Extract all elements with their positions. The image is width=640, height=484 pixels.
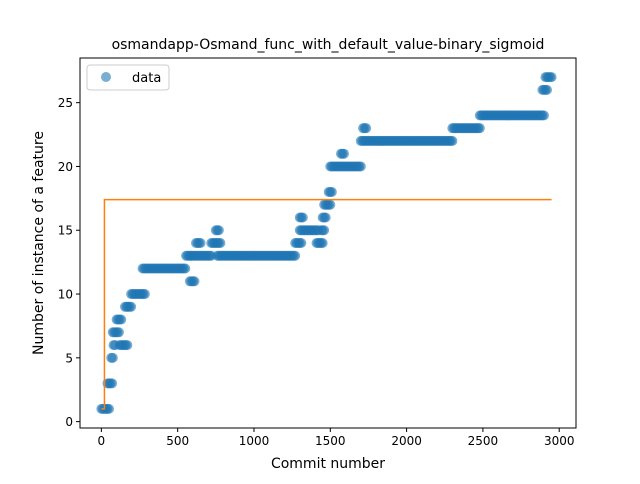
y-axis-label: Number of instance of a feature [31,131,47,355]
x-tick-label: 500 [166,434,189,448]
x-tick-label: 1000 [239,434,270,448]
data-point [195,238,206,248]
data-point [326,186,337,197]
data-point [113,327,124,338]
data-point [213,225,224,236]
data-point [325,199,336,210]
data-point [361,123,372,134]
data-point [542,84,552,95]
data-point [546,72,557,83]
data-point [317,238,328,248]
data-point [297,212,308,223]
x-tick-label: 1500 [315,434,346,448]
data-point [215,238,226,248]
fit-line [101,198,552,410]
data-point [189,276,200,287]
fit-layer [101,198,552,410]
x-tick-label: 0 [98,434,106,448]
chart-title: osmandapp-Osmand_func_with_default_value… [112,37,545,53]
data-point [107,352,118,363]
y-tick-label: 10 [58,288,73,302]
data-point [538,110,549,121]
data-point [107,378,118,389]
x-tick-label: 2500 [468,434,499,448]
axes-frame [79,57,577,429]
data-point [104,403,114,414]
data-point [447,135,458,146]
data-point [355,161,366,172]
data-point [290,250,301,261]
data-point [126,301,137,312]
data-point [319,225,330,236]
y-tick-label: 15 [58,224,73,238]
y-tick-label: 25 [58,96,73,110]
data-point [474,123,485,134]
y-tick-label: 0 [65,415,73,429]
legend-box [86,64,170,91]
x-axis-label: Commit number [271,456,385,472]
data-point [139,289,150,300]
data-point [339,148,350,159]
y-axis: 0 5 10 15 20 25 [58,96,80,429]
y-tick-label: 20 [58,160,73,174]
data-point [320,212,331,223]
y-tick-label: 5 [65,351,73,365]
legend-marker [101,72,111,82]
data-point [180,263,191,274]
x-tick-label: 3000 [544,434,575,448]
data-point [296,238,307,248]
data-point [122,340,133,351]
legend-label-data: data [132,71,161,86]
legend: data [86,64,170,91]
x-tick-label: 2000 [391,434,422,448]
data-point [116,314,127,325]
x-axis: 0 500 1000 1500 2000 2500 3000 [98,428,575,448]
data-layer [96,72,557,414]
